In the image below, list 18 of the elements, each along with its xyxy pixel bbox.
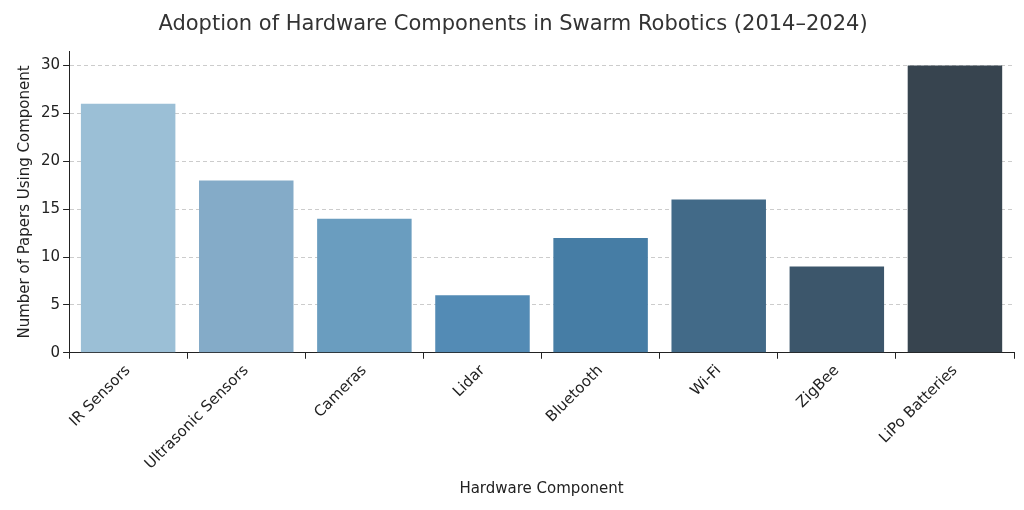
bar (199, 180, 294, 353)
y-tick-label: 5 (50, 294, 61, 313)
x-axis-title: Hardware Component (459, 478, 624, 497)
y-tick-label: 25 (40, 103, 61, 122)
y-tick-label: 0 (50, 342, 61, 361)
bar (907, 65, 1003, 353)
bar (789, 266, 885, 353)
bar (317, 218, 412, 353)
bar (80, 103, 176, 353)
y-tick-label: 20 (40, 151, 61, 170)
y-tick-label: 15 (40, 199, 61, 218)
bar (553, 237, 648, 353)
chart-title: Adoption of Hardware Components in Swarm Robotics (2014–2024) (158, 11, 868, 36)
y-tick-label: 30 (40, 55, 61, 74)
bar (671, 199, 766, 353)
bar (435, 295, 530, 353)
y-tick-label: 10 (40, 246, 61, 265)
y-axis-title: Number of Papers Using Component (14, 65, 33, 339)
